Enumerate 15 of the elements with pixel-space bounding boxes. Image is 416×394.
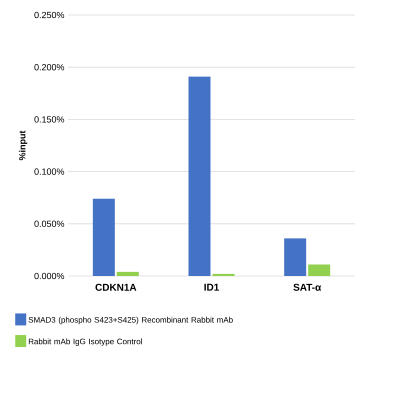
y-axis-title: %input bbox=[18, 130, 28, 160]
y-tick-label: 0.000% bbox=[34, 272, 64, 280]
bar bbox=[308, 264, 330, 276]
bar bbox=[188, 76, 211, 276]
y-tick-label: 0.150% bbox=[34, 116, 64, 123]
y-tick-label: 0.200% bbox=[34, 64, 64, 70]
y-tick-label: 0.050% bbox=[34, 220, 64, 227]
x-tick-label: SAT-α bbox=[293, 284, 322, 291]
bar bbox=[116, 272, 139, 276]
y-tick-label: 0.100% bbox=[34, 168, 64, 175]
y-tick-label: 0.250% bbox=[34, 12, 64, 18]
x-tick-label: ID1 bbox=[204, 284, 219, 291]
x-tick-label: CDKN1A bbox=[95, 284, 136, 291]
bar bbox=[92, 198, 115, 276]
bar bbox=[284, 238, 306, 276]
